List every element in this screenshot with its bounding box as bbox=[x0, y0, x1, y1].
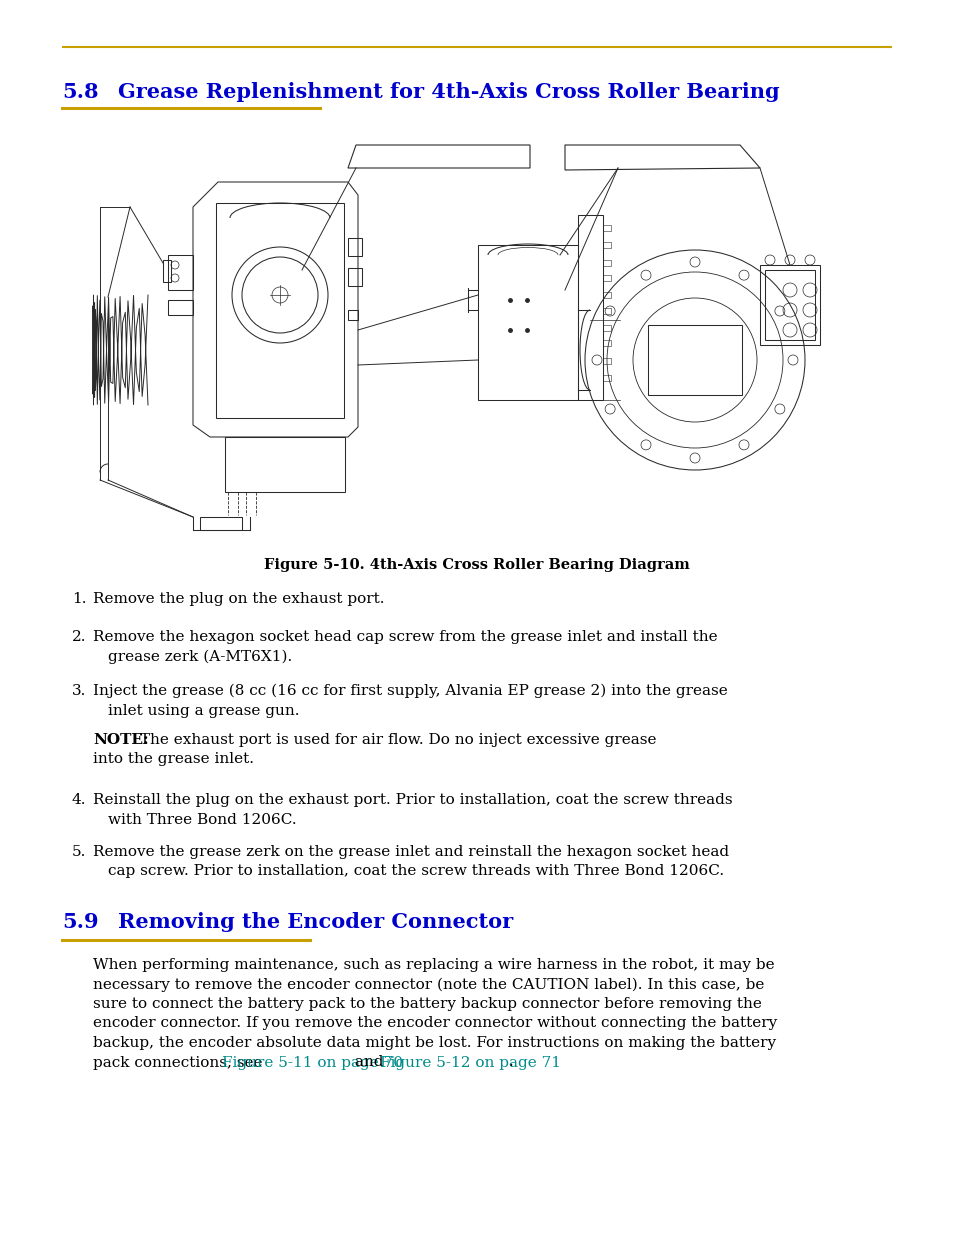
Bar bbox=[163, 261, 171, 282]
Bar bbox=[225, 437, 345, 492]
Text: 4.: 4. bbox=[71, 793, 87, 806]
Bar bbox=[200, 517, 242, 530]
Text: 5.: 5. bbox=[71, 845, 87, 860]
Text: Inject the grease (8 cc (16 cc for first supply, Alvania EP grease 2) into the g: Inject the grease (8 cc (16 cc for first… bbox=[92, 684, 727, 698]
Text: Removing the Encoder Connector: Removing the Encoder Connector bbox=[118, 911, 513, 932]
Bar bbox=[168, 254, 193, 290]
Text: Figure 5-10. 4th-Axis Cross Roller Bearing Diagram: Figure 5-10. 4th-Axis Cross Roller Beari… bbox=[264, 558, 689, 572]
Text: NOTE:: NOTE: bbox=[92, 734, 149, 747]
Text: grease zerk (A-MT6X1).: grease zerk (A-MT6X1). bbox=[108, 650, 292, 664]
Text: When performing maintenance, such as replacing a wire harness in the robot, it m: When performing maintenance, such as rep… bbox=[92, 958, 774, 972]
Bar bbox=[602, 242, 610, 248]
Text: .: . bbox=[508, 1056, 513, 1070]
Text: sure to connect the battery pack to the battery backup connector before removing: sure to connect the battery pack to the … bbox=[92, 997, 761, 1011]
Text: Figure 5-12 on page 71: Figure 5-12 on page 71 bbox=[379, 1056, 560, 1070]
Text: Reinstall the plug on the exhaust port. Prior to installation, coat the screw th: Reinstall the plug on the exhaust port. … bbox=[92, 793, 732, 806]
Text: 5.9: 5.9 bbox=[62, 911, 98, 932]
Text: The exhaust port is used for air flow. Do no inject excessive grease: The exhaust port is used for air flow. D… bbox=[135, 734, 656, 747]
Bar bbox=[602, 291, 610, 298]
Text: Remove the grease zerk on the grease inlet and reinstall the hexagon socket head: Remove the grease zerk on the grease inl… bbox=[92, 845, 728, 860]
Bar bbox=[602, 358, 610, 364]
Bar bbox=[602, 308, 610, 314]
Text: pack connections, see: pack connections, see bbox=[92, 1056, 267, 1070]
Bar bbox=[602, 375, 610, 382]
Text: 3.: 3. bbox=[71, 684, 87, 698]
Text: 2.: 2. bbox=[71, 630, 87, 643]
Bar bbox=[578, 215, 602, 400]
Text: Figure 5-11 on page 70: Figure 5-11 on page 70 bbox=[221, 1056, 402, 1070]
Bar bbox=[764, 270, 814, 340]
Bar bbox=[602, 225, 610, 231]
Text: encoder connector. If you remove the encoder connector without connecting the ba: encoder connector. If you remove the enc… bbox=[92, 1016, 777, 1030]
Bar bbox=[348, 268, 361, 287]
Text: into the grease inlet.: into the grease inlet. bbox=[92, 752, 253, 767]
Text: inlet using a grease gun.: inlet using a grease gun. bbox=[108, 704, 299, 718]
Bar bbox=[168, 300, 193, 315]
Text: Remove the hexagon socket head cap screw from the grease inlet and install the: Remove the hexagon socket head cap screw… bbox=[92, 630, 717, 643]
Text: necessary to remove the encoder connector (note the CAUTION label). In this case: necessary to remove the encoder connecto… bbox=[92, 977, 763, 992]
Text: cap screw. Prior to installation, coat the screw threads with Three Bond 1206C.: cap screw. Prior to installation, coat t… bbox=[108, 864, 723, 878]
Bar bbox=[602, 261, 610, 266]
Bar bbox=[602, 275, 610, 282]
Text: Grease Replenishment for 4th-Axis Cross Roller Bearing: Grease Replenishment for 4th-Axis Cross … bbox=[118, 82, 779, 103]
Text: backup, the encoder absolute data might be lost. For instructions on making the : backup, the encoder absolute data might … bbox=[92, 1036, 776, 1050]
Bar bbox=[477, 245, 578, 400]
Bar bbox=[348, 238, 361, 256]
Bar bbox=[760, 266, 820, 345]
Bar bbox=[348, 310, 357, 320]
Bar bbox=[602, 340, 610, 346]
Bar bbox=[215, 203, 344, 417]
Text: 5.8: 5.8 bbox=[62, 82, 98, 103]
Bar bbox=[602, 325, 610, 331]
Text: 1.: 1. bbox=[71, 592, 87, 606]
Text: and: and bbox=[350, 1056, 389, 1070]
Text: Remove the plug on the exhaust port.: Remove the plug on the exhaust port. bbox=[92, 592, 384, 606]
Bar bbox=[647, 325, 741, 395]
Text: with Three Bond 1206C.: with Three Bond 1206C. bbox=[108, 813, 296, 826]
